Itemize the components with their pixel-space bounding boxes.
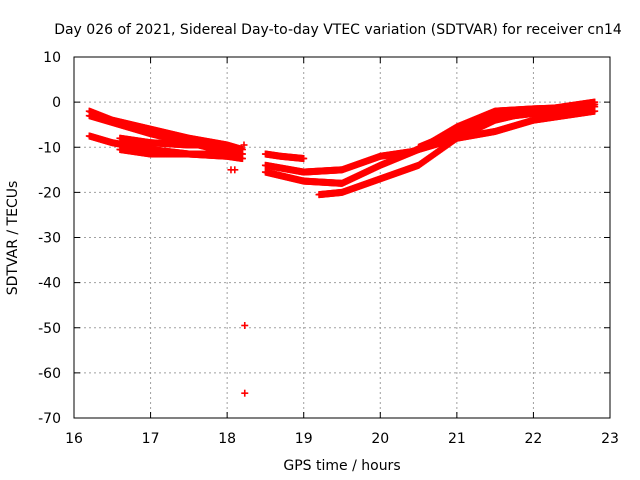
data-point xyxy=(591,107,599,115)
y-tick-labels: 10 0 -10 -20 -30 -40 -50 -60 -70 xyxy=(38,50,61,427)
data-point xyxy=(591,100,599,108)
x-tick-label: 22 xyxy=(525,431,543,447)
y-tick-label: -40 xyxy=(38,276,61,292)
x-tick-labels: 16 17 18 19 20 21 22 23 xyxy=(65,431,619,447)
data-point xyxy=(238,155,246,163)
data-point xyxy=(208,141,216,149)
data-point xyxy=(241,389,249,397)
y-tick-label: -50 xyxy=(38,321,61,337)
x-tick-label: 21 xyxy=(448,431,466,447)
data-marks xyxy=(85,98,599,397)
y-tick-label: 0 xyxy=(52,95,61,111)
x-tick-label: 23 xyxy=(601,431,619,447)
data-point xyxy=(241,321,249,329)
x-tick-label: 18 xyxy=(218,431,236,447)
y-tick-label: -10 xyxy=(38,140,61,156)
plot-frame xyxy=(73,56,611,419)
y-tick-label: -60 xyxy=(38,366,61,382)
x-tick-label: 17 xyxy=(142,431,160,447)
y-tick-label: -30 xyxy=(38,231,61,247)
y-tick-label: -70 xyxy=(38,411,61,427)
y-tick-label: 10 xyxy=(43,50,61,66)
y-tick-label: -20 xyxy=(38,185,61,201)
x-tick-label: 20 xyxy=(371,431,389,447)
x-axis-label: GPS time / hours xyxy=(283,458,400,474)
data-point xyxy=(240,141,248,149)
chart-title: Day 026 of 2021, Sidereal Day-to-day VTE… xyxy=(54,22,622,38)
x-tick-label: 16 xyxy=(65,431,83,447)
data-point xyxy=(231,166,239,174)
data-point xyxy=(300,155,308,163)
data-point xyxy=(223,150,231,158)
y-axis-label: SDTVAR / TECUs xyxy=(5,181,21,296)
x-tick-label: 19 xyxy=(295,431,313,447)
